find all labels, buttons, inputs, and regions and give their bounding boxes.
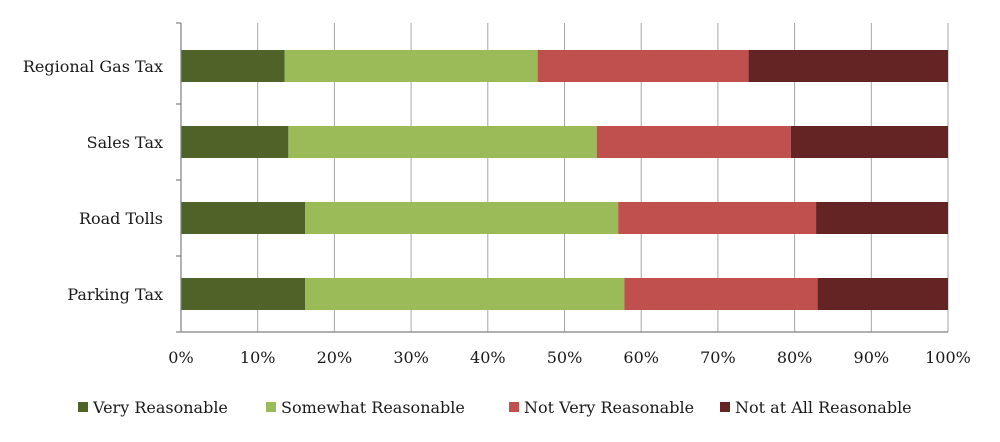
category-label: Sales Tax xyxy=(87,133,163,152)
legend-label: Not at All Reasonable xyxy=(735,398,912,417)
x-tick-label: 40% xyxy=(470,348,506,367)
legend-label: Not Very Reasonable xyxy=(524,398,694,417)
bar-segment xyxy=(618,202,817,234)
x-tick-label: 60% xyxy=(623,348,659,367)
legend-swatch xyxy=(720,402,730,412)
legend-swatch xyxy=(266,402,276,412)
category-label: Parking Tax xyxy=(67,285,163,304)
legend-label: Very Reasonable xyxy=(92,398,228,417)
x-tick-labels: 0% 10% 20% 30% 40% 50% 60% 70% 80% 90% 100% xyxy=(168,348,971,367)
bar-segment xyxy=(305,278,625,310)
x-tick-label: 10% xyxy=(240,348,276,367)
bar-segment xyxy=(790,126,948,158)
bar-segment xyxy=(181,126,289,158)
bar-segment xyxy=(624,278,818,310)
x-tick-label: 50% xyxy=(547,348,583,367)
x-tick-label: 100% xyxy=(925,348,971,367)
category-label: Regional Gas Tax xyxy=(23,57,163,76)
legend-label: Somewhat Reasonable xyxy=(281,398,465,417)
x-tick-label: 20% xyxy=(317,348,353,367)
x-tick-label: 90% xyxy=(854,348,890,367)
x-tick-label: 0% xyxy=(168,348,193,367)
legend: Very Reasonable Somewhat Reasonable Not Ve… xyxy=(78,398,912,417)
bar-segment xyxy=(817,278,948,310)
legend-swatch xyxy=(78,402,88,412)
bar-segment xyxy=(284,50,538,82)
bar-segment xyxy=(537,50,749,82)
x-tick-label: 70% xyxy=(700,348,736,367)
legend-swatch xyxy=(509,402,519,412)
bar-segment xyxy=(181,50,285,82)
bar-segment xyxy=(181,202,306,234)
category-labels: Regional Gas Tax Sales Tax Road Tolls Parki… xyxy=(23,57,163,304)
bar-segment xyxy=(181,278,306,310)
category-label: Road Tolls xyxy=(79,209,163,228)
axes xyxy=(176,22,948,333)
x-tick-label: 80% xyxy=(777,348,813,367)
bar-segment xyxy=(288,126,597,158)
x-tick-label: 30% xyxy=(393,348,429,367)
bar-segment xyxy=(748,50,948,82)
bar-segment xyxy=(596,126,791,158)
bar-segment xyxy=(305,202,619,234)
bars xyxy=(181,50,948,310)
bar-segment xyxy=(816,202,948,234)
